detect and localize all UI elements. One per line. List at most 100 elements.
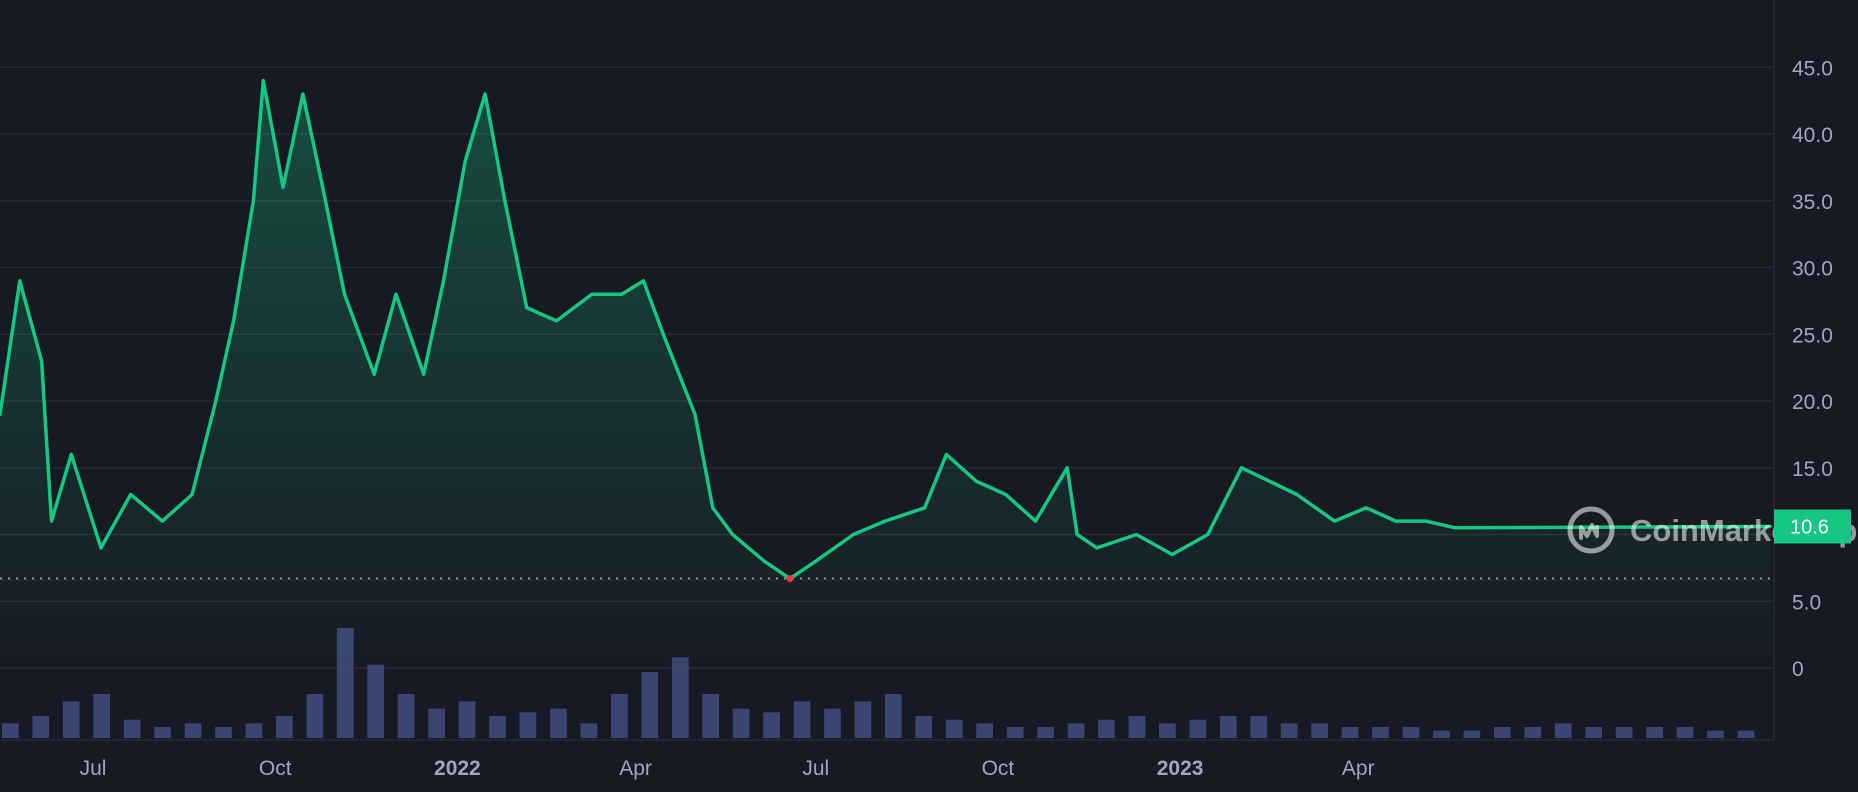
volume-bar xyxy=(580,723,598,738)
price-point xyxy=(321,185,325,189)
y-tick-label: 15.0 xyxy=(1792,458,1833,481)
x-tick-label: Jul xyxy=(80,757,107,780)
price-point xyxy=(190,492,194,496)
volume-bar xyxy=(489,716,506,738)
price-point xyxy=(1364,506,1368,510)
price-point xyxy=(974,479,978,483)
price-point xyxy=(1135,533,1139,536)
y-tick-label: 20.0 xyxy=(1792,391,1833,414)
price-area xyxy=(0,80,1770,682)
current-price-tag: 10.6 xyxy=(1774,509,1851,544)
price-point xyxy=(1004,492,1008,496)
price-point xyxy=(372,372,376,376)
price-point xyxy=(442,279,446,283)
volume-bar xyxy=(1128,716,1146,738)
price-point xyxy=(693,412,697,416)
price-point xyxy=(923,506,927,510)
price-point xyxy=(731,533,735,536)
volume-bar xyxy=(976,723,993,738)
x-tick-label: Apr xyxy=(619,757,652,780)
volume-bar xyxy=(641,672,659,738)
price-point xyxy=(1424,519,1428,523)
volume-bar xyxy=(550,708,567,738)
x-tick-label: Oct xyxy=(259,757,292,780)
volume-bar xyxy=(1006,727,1024,738)
price-point xyxy=(281,185,285,189)
price-point xyxy=(214,399,218,403)
price-point xyxy=(1034,519,1038,523)
volume-bar xyxy=(1615,727,1633,738)
x-tick-label: Apr xyxy=(1342,757,1375,780)
volume-bar xyxy=(1646,727,1663,738)
volume-bar xyxy=(1372,727,1389,738)
price-point xyxy=(1095,546,1099,550)
price-point xyxy=(590,292,594,296)
y-tick-label: 45.0 xyxy=(1792,57,1833,80)
price-point xyxy=(525,306,529,310)
price-point xyxy=(661,332,665,336)
volume-bar xyxy=(428,708,445,738)
price-point xyxy=(1075,533,1079,536)
price-point xyxy=(40,359,44,363)
y-tick-label: 0 xyxy=(1792,658,1804,681)
volume-bar xyxy=(276,716,293,738)
volume-bar xyxy=(1159,723,1176,738)
volume-bar xyxy=(184,723,202,738)
volume-bar xyxy=(1189,719,1207,738)
price-line xyxy=(0,78,1772,581)
volume-bar xyxy=(1250,716,1268,738)
price-point xyxy=(422,372,426,376)
volume-bar xyxy=(519,712,537,738)
price-point xyxy=(1768,524,1772,528)
volume-bar xyxy=(1463,730,1481,738)
volume-bar xyxy=(215,727,232,738)
volume-bar xyxy=(1585,727,1602,738)
x-axis: Jul Oct 2022 Apr Jul Oct 2023 Apr xyxy=(80,757,1375,780)
price-point xyxy=(18,279,22,283)
volume-bar xyxy=(397,694,415,738)
price-point xyxy=(232,319,236,323)
volume-bar xyxy=(945,719,963,738)
low-marker xyxy=(786,575,794,583)
y-tick-label: 30.0 xyxy=(1792,258,1833,281)
volume-bar xyxy=(1494,727,1511,738)
volume-bar xyxy=(732,708,750,738)
price-point xyxy=(851,533,855,536)
price-point xyxy=(944,452,948,456)
price-point xyxy=(1206,533,1210,536)
volume-bar xyxy=(1341,727,1359,738)
volume-bar xyxy=(854,701,872,738)
price-point xyxy=(483,92,487,96)
volume-bar xyxy=(1737,730,1755,738)
volume-bar xyxy=(1524,727,1542,738)
y-tick-label: 35.0 xyxy=(1792,191,1833,214)
price-point xyxy=(554,319,558,323)
current-price-label: 10.6 xyxy=(1790,516,1829,538)
volume-bar xyxy=(1098,719,1115,738)
price-point xyxy=(261,79,265,83)
volume-bar xyxy=(885,694,902,738)
price-point xyxy=(642,279,645,283)
price-point xyxy=(343,292,347,296)
volume-bar xyxy=(611,694,628,738)
price-point xyxy=(762,559,766,563)
price-point xyxy=(1333,519,1337,523)
volume-bar xyxy=(824,708,841,738)
volume-bar xyxy=(123,719,141,738)
volume-bar xyxy=(154,727,171,738)
volume-bar xyxy=(1433,730,1450,738)
volume-bar xyxy=(763,712,780,738)
x-tick-label: Oct xyxy=(982,757,1015,780)
price-point xyxy=(160,519,164,523)
price-point xyxy=(1394,519,1398,523)
volume-bar xyxy=(93,694,110,738)
volume-bar xyxy=(1707,730,1724,738)
price-points xyxy=(0,79,1772,581)
x-tick-label: Jul xyxy=(802,757,829,780)
volume-bar xyxy=(915,716,933,738)
y-tick-label: 5.0 xyxy=(1792,591,1821,614)
price-point xyxy=(711,506,715,510)
volume-bar xyxy=(1037,727,1054,738)
current-price-tag-bg xyxy=(1774,509,1851,544)
volume-bar xyxy=(2,723,19,738)
